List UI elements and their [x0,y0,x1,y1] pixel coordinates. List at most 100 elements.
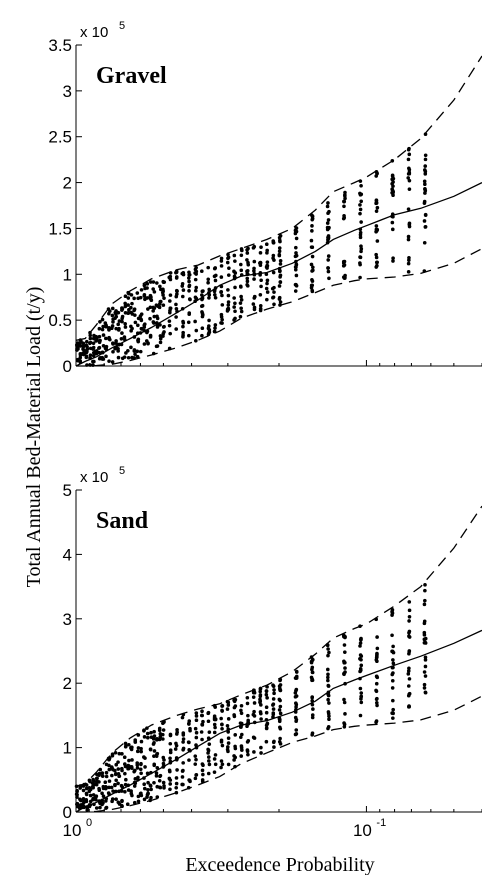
data-point [265,290,270,294]
data-point [245,268,250,273]
data-point [117,774,122,778]
data-point [278,742,283,746]
data-point [181,733,186,737]
data-point [294,283,299,288]
data-point [358,207,363,212]
data-point [120,307,125,311]
data-point [116,310,121,315]
data-point [227,266,231,270]
data-point [342,634,346,639]
data-point [138,767,143,772]
data-point [136,323,140,328]
data-point [123,771,127,776]
data-point [148,747,153,751]
data-point [207,759,211,763]
data-point [375,655,379,659]
data-point [220,293,224,298]
data-point [100,774,105,778]
data-point [95,776,99,781]
data-point [146,787,150,792]
data-point [161,325,166,329]
y-tick-label: 4 [63,545,72,564]
data-point [220,722,224,727]
data-point [110,360,115,364]
data-point [174,275,179,279]
data-point [162,786,166,790]
data-point [406,237,411,242]
data-point [161,780,166,785]
data-point [358,261,362,265]
data-point [327,701,331,705]
data-point [407,167,412,172]
data-point [423,641,428,645]
data-point [342,697,346,702]
data-point [159,299,163,304]
data-point [391,193,395,198]
data-point [390,678,395,683]
data-point [359,694,363,699]
data-point [207,331,211,335]
data-point [193,338,198,343]
data-point [135,749,140,754]
data-point [136,799,141,804]
data-point [200,303,205,308]
data-point [225,260,230,265]
data-point [310,702,315,707]
data-point [212,274,217,279]
data-point [341,259,346,264]
data-point [87,778,92,783]
data-point [310,695,314,700]
data-point [374,719,379,723]
data-point [219,759,224,763]
data-point [100,802,104,807]
data-point [406,147,411,152]
data-point [145,282,150,286]
data-point [193,295,198,300]
data-point [200,737,204,742]
data-point [272,290,276,294]
y-tick-label: 3 [63,82,72,101]
data-point [294,694,299,698]
data-point [391,661,396,666]
data-point [187,758,191,762]
data-point [246,284,250,288]
data-point [103,346,108,351]
data-point [158,284,162,289]
data-point [142,782,146,786]
data-point [259,717,263,721]
data-point [135,349,140,354]
data-point [139,326,144,331]
data-point [375,260,379,265]
data-point [152,306,157,310]
data-point [174,790,179,795]
data-point [391,644,395,649]
data-point [200,762,205,766]
data-point [265,263,270,268]
data-point [407,649,412,653]
data-point [94,806,99,810]
data-point [107,336,111,341]
data-point [144,339,149,343]
data-point [94,335,99,339]
data-point [151,742,156,746]
data-point [238,284,243,289]
data-point [126,296,131,300]
data-point [391,707,395,712]
data-point [358,193,363,197]
data-point [265,696,269,700]
data-point [423,598,427,603]
data-point [293,267,298,272]
data-point [375,703,379,708]
data-point [142,293,147,297]
data-point [104,324,108,329]
data-point [81,788,86,793]
data-point [219,264,224,268]
median-line [75,629,482,813]
data-point [278,280,283,284]
y-tick-label: 3 [63,610,72,629]
data-point [81,344,86,349]
data-point [168,299,172,303]
data-point [225,723,230,728]
data-point [375,239,380,243]
